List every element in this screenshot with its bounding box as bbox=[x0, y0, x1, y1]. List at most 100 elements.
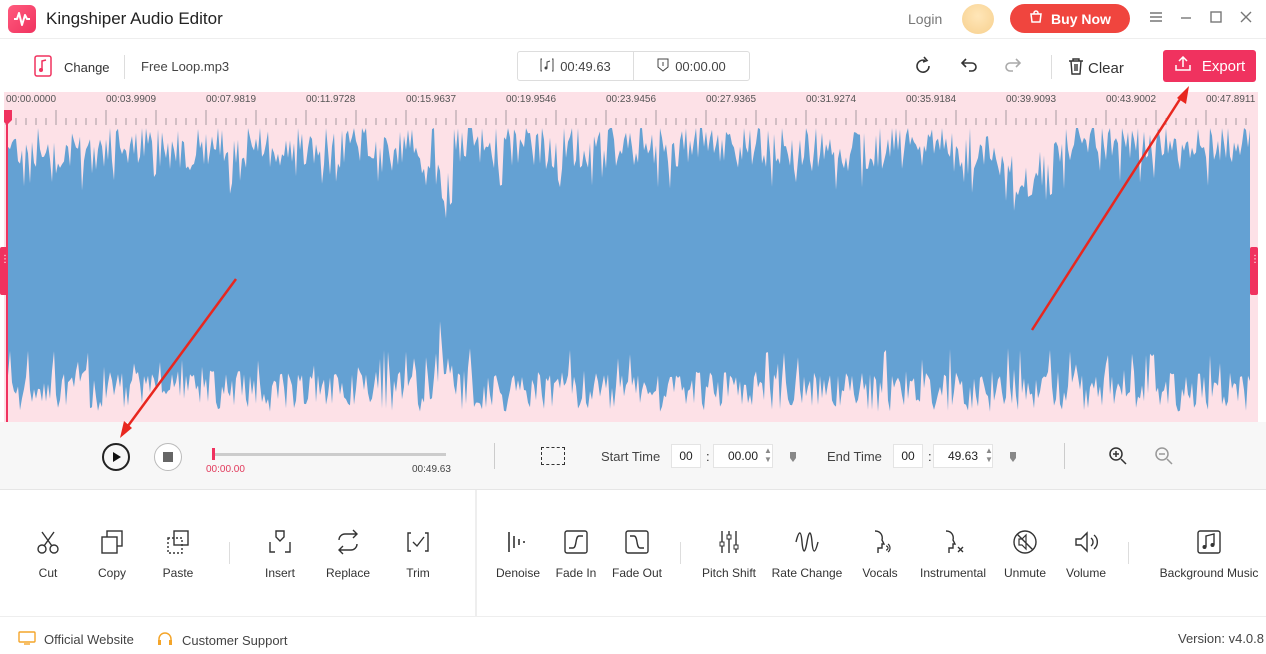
right-selection-handle[interactable]: ⋮ bbox=[1250, 247, 1260, 295]
tool-label: Copy bbox=[97, 566, 126, 580]
unmute-icon bbox=[1013, 530, 1037, 554]
tool-label: Pitch Shift bbox=[701, 566, 757, 580]
avatar[interactable] bbox=[962, 4, 994, 34]
change-file-button[interactable]: Change bbox=[34, 54, 110, 80]
maximize-icon[interactable] bbox=[1206, 9, 1226, 29]
time-display: 00:49.63 00:00.00 bbox=[517, 51, 750, 81]
pin-icon[interactable] bbox=[789, 450, 797, 462]
divider bbox=[124, 55, 125, 79]
denoise-icon bbox=[508, 532, 525, 552]
end-seconds-input[interactable]: 49.63 bbox=[933, 444, 993, 468]
playhead-handle[interactable] bbox=[4, 110, 12, 125]
tool-label: Cut bbox=[38, 566, 58, 580]
reset-icon[interactable] bbox=[912, 55, 934, 77]
buy-now-button[interactable]: Buy Now bbox=[1010, 4, 1130, 33]
pin-icon[interactable] bbox=[1009, 450, 1017, 462]
time-colon: : bbox=[706, 449, 710, 464]
app-logo bbox=[8, 5, 36, 33]
tool-trim[interactable]: Trim bbox=[378, 528, 458, 580]
progress-track[interactable] bbox=[212, 453, 446, 456]
support-label: Customer Support bbox=[182, 633, 288, 648]
tool-copy[interactable]: Copy bbox=[72, 528, 152, 580]
clear-label: Clear bbox=[1088, 59, 1124, 77]
duration-value: 00:49.63 bbox=[560, 58, 611, 74]
website-label: Official Website bbox=[44, 632, 134, 647]
tool-label: Fade Out bbox=[611, 566, 663, 580]
timeline-label: 00:35.9184 bbox=[906, 94, 957, 105]
position-value: 00:00.00 bbox=[675, 58, 726, 74]
copy-icon bbox=[101, 530, 123, 554]
stop-button[interactable] bbox=[154, 443, 182, 471]
upload-icon bbox=[1174, 55, 1192, 76]
waveform-area[interactable]: 00:00.0000 00:03.9909 00:07.9819 00:11.9728… bbox=[0, 92, 1260, 422]
divider bbox=[680, 542, 681, 564]
undo-icon[interactable] bbox=[957, 55, 979, 77]
tool-insert[interactable]: Insert bbox=[240, 528, 320, 580]
tool-denoise[interactable]: Denoise bbox=[478, 528, 558, 580]
marker-icon bbox=[657, 58, 669, 75]
export-button[interactable]: Export bbox=[1163, 50, 1256, 82]
tool-pitch-shift[interactable]: Pitch Shift bbox=[689, 528, 769, 580]
start-seconds-input[interactable]: 00.00 bbox=[713, 444, 773, 468]
tool-label: Insert bbox=[264, 566, 295, 580]
divider bbox=[494, 443, 495, 469]
background-music-icon bbox=[1197, 530, 1221, 554]
play-icon bbox=[113, 452, 121, 462]
fade-in-icon bbox=[564, 530, 588, 554]
timeline-label: 00:27.9365 bbox=[706, 94, 757, 105]
file-name: Free Loop.mp3 bbox=[141, 59, 230, 74]
play-button[interactable] bbox=[102, 443, 130, 471]
divider bbox=[475, 490, 477, 616]
stop-icon bbox=[163, 452, 173, 462]
tool-fade-out[interactable]: Fade Out bbox=[597, 528, 677, 580]
close-icon[interactable] bbox=[1236, 9, 1256, 29]
total-time: 00:49.63 bbox=[412, 464, 451, 475]
paste-icon bbox=[167, 530, 189, 554]
select-region-icon[interactable] bbox=[541, 447, 565, 465]
tool-label: Paste bbox=[162, 566, 194, 580]
app-title: Kingshiper Audio Editor bbox=[46, 9, 223, 28]
left-selection-handle[interactable]: ⋮ bbox=[0, 247, 10, 295]
music-file-icon bbox=[34, 54, 52, 80]
start-minutes-input[interactable]: 00 bbox=[671, 444, 701, 468]
start-spinner[interactable]: ▲ ▼ bbox=[764, 446, 772, 464]
tool-label: Vocals bbox=[862, 566, 898, 580]
redo-icon[interactable] bbox=[1003, 55, 1025, 77]
minimize-icon[interactable] bbox=[1176, 9, 1196, 29]
tool-fade-in[interactable]: Fade In bbox=[536, 528, 616, 580]
tool-background-music[interactable]: Background Music bbox=[1159, 528, 1259, 580]
tool-instrumental[interactable]: Instrumental bbox=[913, 528, 993, 580]
tool-label: Trim bbox=[406, 566, 430, 580]
timeline-label: 00:00.0000 bbox=[6, 94, 57, 105]
tool-volume[interactable]: Volume bbox=[1046, 528, 1126, 580]
duration-display: 00:49.63 bbox=[518, 52, 633, 80]
login-link[interactable]: Login bbox=[908, 11, 943, 27]
waveform-shape bbox=[8, 128, 1250, 412]
zoom-in-icon[interactable] bbox=[1108, 446, 1128, 471]
tool-vocals[interactable]: Vocals bbox=[840, 528, 920, 580]
timeline-label: 00:11.9728 bbox=[306, 94, 356, 105]
waveform[interactable] bbox=[4, 92, 1258, 422]
tool-label: Fade In bbox=[555, 566, 597, 580]
tool-replace[interactable]: Replace bbox=[308, 528, 388, 580]
zoom-out-icon[interactable] bbox=[1154, 446, 1174, 471]
start-time-label: Start Time bbox=[601, 449, 661, 464]
scissors-icon bbox=[37, 531, 59, 554]
divider bbox=[1128, 542, 1129, 564]
official-website-link[interactable]: Official Website bbox=[18, 631, 134, 648]
progress-handle[interactable] bbox=[212, 448, 215, 460]
tool-paste[interactable]: Paste bbox=[138, 528, 218, 580]
end-spinner[interactable]: ▲ ▼ bbox=[985, 446, 993, 464]
website-icon bbox=[18, 631, 36, 648]
divider bbox=[1064, 443, 1065, 469]
clear-button[interactable]: Clear bbox=[1068, 57, 1124, 79]
tool-scissors[interactable]: Cut bbox=[8, 528, 88, 580]
cart-icon bbox=[1029, 10, 1043, 27]
tool-rate-change[interactable]: Rate Change bbox=[767, 528, 847, 580]
current-time: 00:00.00 bbox=[206, 464, 245, 475]
menu-icon[interactable] bbox=[1146, 9, 1166, 29]
tool-unmute[interactable]: Unmute bbox=[985, 528, 1065, 580]
customer-support-link[interactable]: Customer Support bbox=[156, 631, 288, 650]
fade-out-icon bbox=[625, 530, 649, 554]
end-minutes-input[interactable]: 00 bbox=[893, 444, 923, 468]
